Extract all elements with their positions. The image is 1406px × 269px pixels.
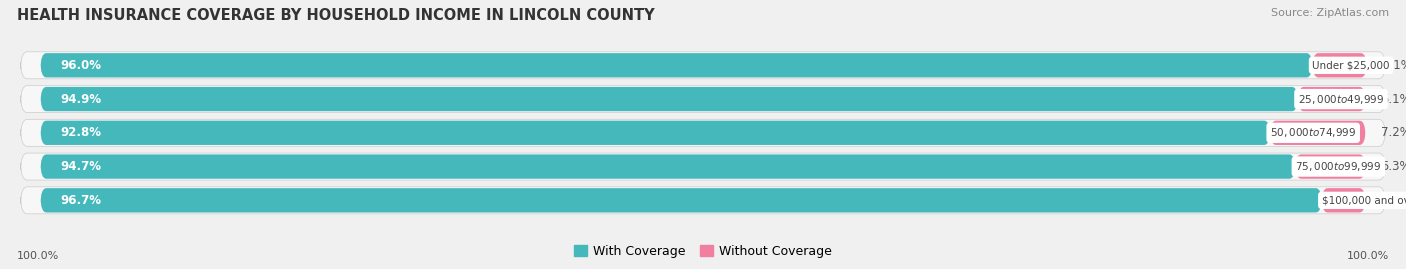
Text: $75,000 to $99,999: $75,000 to $99,999	[1295, 160, 1382, 173]
FancyBboxPatch shape	[41, 121, 1270, 145]
FancyBboxPatch shape	[1322, 188, 1365, 213]
FancyBboxPatch shape	[21, 187, 1385, 214]
FancyBboxPatch shape	[41, 188, 1322, 213]
Text: $25,000 to $49,999: $25,000 to $49,999	[1298, 93, 1384, 105]
Text: 96.7%: 96.7%	[60, 194, 101, 207]
Legend: With Coverage, Without Coverage: With Coverage, Without Coverage	[569, 240, 837, 263]
FancyBboxPatch shape	[21, 153, 1385, 180]
Text: $50,000 to $74,999: $50,000 to $74,999	[1270, 126, 1357, 139]
Text: 94.9%: 94.9%	[60, 93, 101, 105]
Text: 100.0%: 100.0%	[1347, 251, 1389, 261]
Text: 5.1%: 5.1%	[1381, 93, 1406, 105]
Text: 92.8%: 92.8%	[60, 126, 101, 139]
FancyBboxPatch shape	[41, 87, 1298, 111]
FancyBboxPatch shape	[41, 53, 1312, 77]
Text: $100,000 and over: $100,000 and over	[1322, 195, 1406, 205]
FancyBboxPatch shape	[21, 119, 1385, 146]
Text: 7.2%: 7.2%	[1381, 126, 1406, 139]
Text: HEALTH INSURANCE COVERAGE BY HOUSEHOLD INCOME IN LINCOLN COUNTY: HEALTH INSURANCE COVERAGE BY HOUSEHOLD I…	[17, 8, 655, 23]
Text: Source: ZipAtlas.com: Source: ZipAtlas.com	[1271, 8, 1389, 18]
Text: Under $25,000: Under $25,000	[1312, 60, 1391, 70]
FancyBboxPatch shape	[1298, 87, 1365, 111]
FancyBboxPatch shape	[21, 86, 1385, 112]
Text: 5.3%: 5.3%	[1381, 160, 1406, 173]
Text: 4.1%: 4.1%	[1382, 59, 1406, 72]
FancyBboxPatch shape	[1312, 53, 1367, 77]
FancyBboxPatch shape	[21, 52, 1385, 79]
Text: 96.0%: 96.0%	[60, 59, 101, 72]
Text: 94.7%: 94.7%	[60, 160, 101, 173]
FancyBboxPatch shape	[41, 154, 1295, 179]
FancyBboxPatch shape	[1295, 154, 1365, 179]
Text: 100.0%: 100.0%	[17, 251, 59, 261]
Text: 3.3%: 3.3%	[1381, 194, 1406, 207]
FancyBboxPatch shape	[1270, 121, 1365, 145]
